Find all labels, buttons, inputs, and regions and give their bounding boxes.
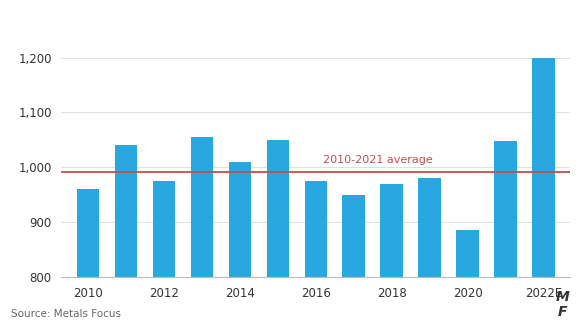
Bar: [191, 137, 214, 322]
Bar: [229, 162, 252, 322]
Text: Source: Metals Focus: Source: Metals Focus: [11, 309, 121, 319]
Text: 2010-2021 average: 2010-2021 average: [324, 155, 433, 165]
Text: 2022 – global demand up 16% to 1.2Bn ounces: 2022 – global demand up 16% to 1.2Bn oun…: [11, 13, 391, 28]
Text: M: M: [556, 290, 570, 304]
Bar: [494, 141, 517, 322]
Bar: [456, 230, 479, 322]
Bar: [153, 181, 176, 322]
Bar: [115, 145, 137, 322]
Bar: [267, 140, 290, 322]
Bar: [532, 58, 555, 322]
Bar: [342, 195, 365, 322]
Bar: [77, 189, 99, 322]
Bar: [418, 178, 441, 322]
Bar: [305, 181, 327, 322]
Bar: [380, 184, 403, 322]
Text: F: F: [558, 305, 567, 319]
